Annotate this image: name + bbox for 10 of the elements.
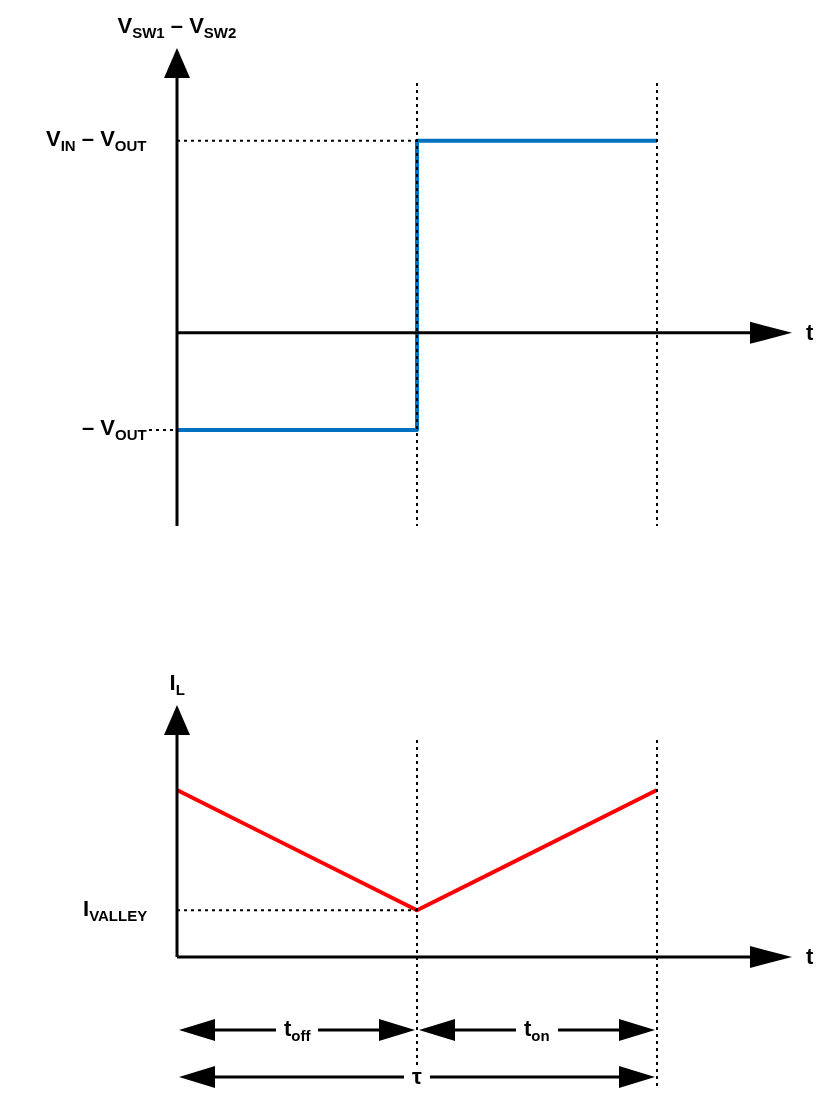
ref-line-label: V$_{IN}$ – V$_{OUT}$ [46,126,147,155]
ref-line-label: I$_{VALLEY}$ [83,895,148,924]
text: t$_{off}$ [276,1015,319,1044]
text: t$_{on}$ [516,1015,558,1044]
y-axis-title: V$_{SW1}$ – V$_{SW2}$ [117,13,237,41]
x-axis-title: t [806,319,814,345]
text: τ [404,1064,430,1089]
ref-line-label: – V$_{OUT}$ [82,415,147,444]
y-axis-title: I$_{L}$ [169,670,185,698]
x-axis-title: t [806,944,814,969]
